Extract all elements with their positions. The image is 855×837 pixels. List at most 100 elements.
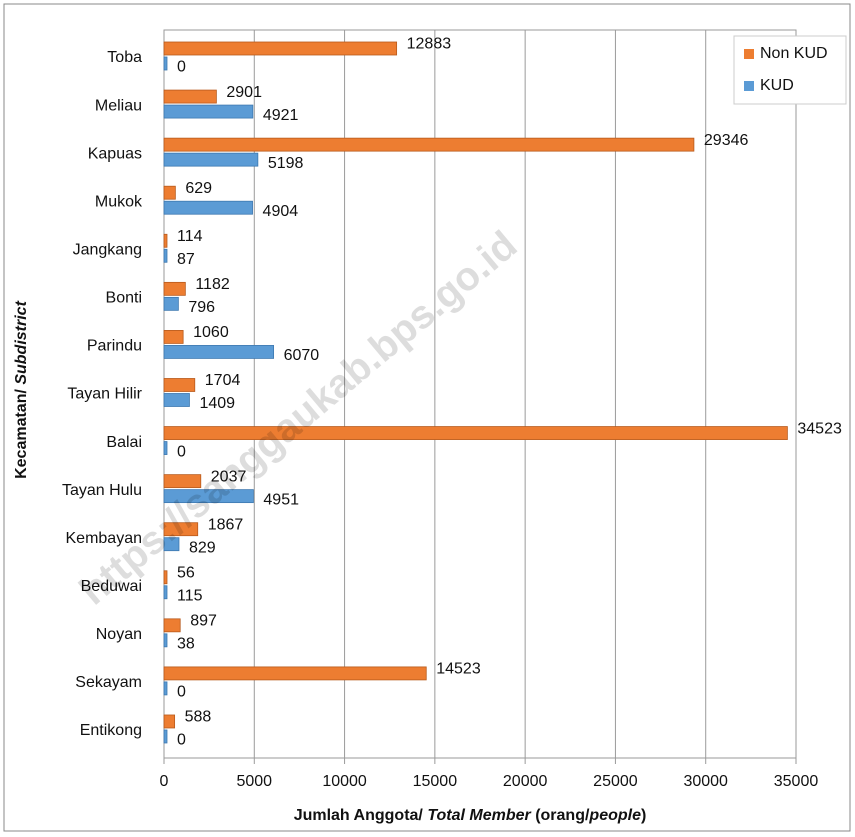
bar: [163, 378, 196, 392]
y-tick-label: Tayan Hilir: [67, 386, 142, 403]
data-label: 4921: [263, 107, 299, 124]
bar: [163, 681, 168, 696]
x-label-part: (orang/: [531, 807, 590, 824]
bar: [163, 185, 176, 200]
x-tick-label: 30000: [683, 773, 728, 790]
bar: [163, 393, 190, 407]
bar: [163, 666, 427, 681]
data-label: 0: [177, 684, 186, 701]
legend: [733, 35, 847, 105]
y-tick-label: Mukok: [95, 193, 143, 210]
plot: 0 5000 10000 15000 20000 25000 30000 35000 Toba 1…: [62, 29, 842, 790]
data-label: 6070: [284, 347, 320, 364]
x-tick-label: 20000: [503, 773, 548, 790]
bar: [163, 248, 168, 263]
x-axis-label: Jumlah Anggota/ Total Member (orang/peop…: [294, 807, 647, 824]
bar: [163, 522, 199, 537]
data-label: 2037: [211, 468, 247, 485]
y-tick-label: Jangkang: [73, 241, 142, 258]
data-label: 29346: [704, 132, 749, 149]
data-label: 0: [177, 732, 186, 749]
x-label-part: ): [641, 807, 646, 824]
x-label-part: Jumlah Anggota/: [294, 807, 428, 824]
data-label: 34523: [797, 420, 842, 437]
data-label: 0: [177, 59, 186, 76]
data-label: 2901: [226, 84, 262, 101]
data-label: 4951: [263, 491, 299, 508]
y-label-part: Kecamatan/: [13, 385, 30, 479]
data-label: 829: [189, 539, 216, 556]
bar: [163, 729, 168, 744]
x-tick-label: 35000: [774, 773, 819, 790]
legend-label: KUD: [760, 77, 794, 94]
bar: [163, 474, 202, 489]
y-tick-label: Beduwai: [81, 578, 142, 595]
data-label: 115: [177, 587, 203, 604]
data-label: 1409: [199, 395, 235, 412]
bar: [163, 585, 168, 600]
bar: [163, 489, 254, 504]
legend-label: Non KUD: [760, 45, 828, 62]
data-label: 114: [177, 228, 203, 245]
data-label: 1060: [193, 324, 229, 341]
data-label: 1704: [205, 372, 241, 389]
y-tick-label: Kembayan: [66, 530, 143, 547]
x-label-part: people: [588, 807, 641, 824]
bar: [163, 56, 168, 71]
bar: [163, 89, 217, 104]
y-tick-label: Meliau: [95, 97, 142, 114]
data-label: 38: [177, 636, 195, 653]
bar: [163, 618, 181, 633]
bar: [163, 296, 179, 311]
y-tick-label: Balai: [106, 434, 142, 451]
x-tick-label: 25000: [593, 773, 638, 790]
bar: [163, 714, 176, 729]
y-tick-label: Parindu: [87, 338, 142, 355]
bar: [163, 233, 168, 248]
bar: [163, 330, 184, 344]
data-label: 1182: [195, 276, 230, 293]
data-label: 796: [188, 299, 215, 316]
y-tick-label: Bonti: [106, 290, 142, 307]
bar: [163, 152, 259, 167]
chart-frame: [3, 3, 851, 832]
bar: [163, 137, 695, 152]
bar: [163, 41, 398, 56]
y-tick-label: Sekayam: [75, 674, 142, 691]
bar: [163, 441, 168, 455]
bar: [163, 537, 180, 552]
y-tick-label: Tayan Hulu: [62, 482, 142, 499]
y-tick-label: Noyan: [96, 626, 142, 643]
bar: [163, 200, 253, 215]
data-label: 12883: [407, 36, 452, 53]
data-label: 56: [177, 564, 195, 581]
x-tick-label: 10000: [322, 773, 367, 790]
bar: [163, 426, 788, 440]
y-label-part: Subdistrict: [13, 300, 30, 384]
data-label: 4904: [263, 203, 299, 220]
data-label: 87: [177, 251, 195, 268]
data-label: 14523: [436, 661, 481, 678]
y-tick-label: Toba: [107, 49, 142, 66]
bar: [163, 345, 275, 359]
x-tick-label: 5000: [236, 773, 272, 790]
x-tick-label: 15000: [413, 773, 458, 790]
legend-swatch: [744, 81, 754, 91]
data-label: 629: [185, 180, 212, 197]
bar: [163, 281, 186, 296]
data-label: 588: [185, 709, 212, 726]
data-label: 0: [177, 443, 186, 460]
bar: [163, 633, 168, 648]
y-tick-label: Entikong: [80, 722, 142, 739]
y-axis-label: Kecamatan/ Subdistrict: [13, 300, 30, 479]
x-tick-label: 0: [160, 773, 169, 790]
x-label-part: Total Member: [427, 807, 531, 824]
bar: [163, 570, 168, 585]
y-tick-label: Kapuas: [88, 145, 142, 162]
bar: [163, 104, 254, 119]
data-label: 1867: [208, 516, 244, 533]
data-label: 897: [190, 613, 217, 630]
data-label: 5198: [268, 155, 304, 172]
legend-swatch: [744, 49, 754, 59]
